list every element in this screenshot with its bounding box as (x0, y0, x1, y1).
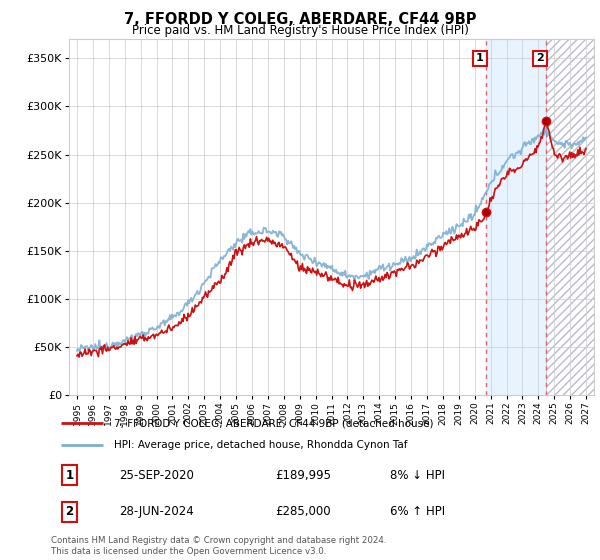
Text: 2: 2 (536, 53, 544, 63)
Text: £189,995: £189,995 (275, 469, 331, 482)
Bar (486, 39, 546, 395)
Text: 1: 1 (65, 469, 73, 482)
Text: £285,000: £285,000 (275, 505, 331, 518)
Text: 28-JUN-2024: 28-JUN-2024 (119, 505, 194, 518)
Text: 25-SEP-2020: 25-SEP-2020 (119, 469, 194, 482)
Text: 1: 1 (476, 53, 484, 63)
Text: 2: 2 (65, 505, 73, 518)
Text: 8% ↓ HPI: 8% ↓ HPI (391, 469, 445, 482)
Text: 7, FFORDD Y COLEG, ABERDARE, CF44 9BP: 7, FFORDD Y COLEG, ABERDARE, CF44 9BP (124, 12, 476, 27)
Text: 7, FFORDD Y COLEG, ABERDARE, CF44 9BP (detached house): 7, FFORDD Y COLEG, ABERDARE, CF44 9BP (d… (113, 418, 433, 428)
Text: Contains HM Land Registry data © Crown copyright and database right 2024.
This d: Contains HM Land Registry data © Crown c… (51, 536, 386, 556)
Text: HPI: Average price, detached house, Rhondda Cynon Taf: HPI: Average price, detached house, Rhon… (113, 440, 407, 450)
Text: Price paid vs. HM Land Registry's House Price Index (HPI): Price paid vs. HM Land Registry's House … (131, 24, 469, 36)
Text: 6% ↑ HPI: 6% ↑ HPI (391, 505, 445, 518)
Bar (546, 39, 594, 395)
Bar (546, 39, 594, 395)
